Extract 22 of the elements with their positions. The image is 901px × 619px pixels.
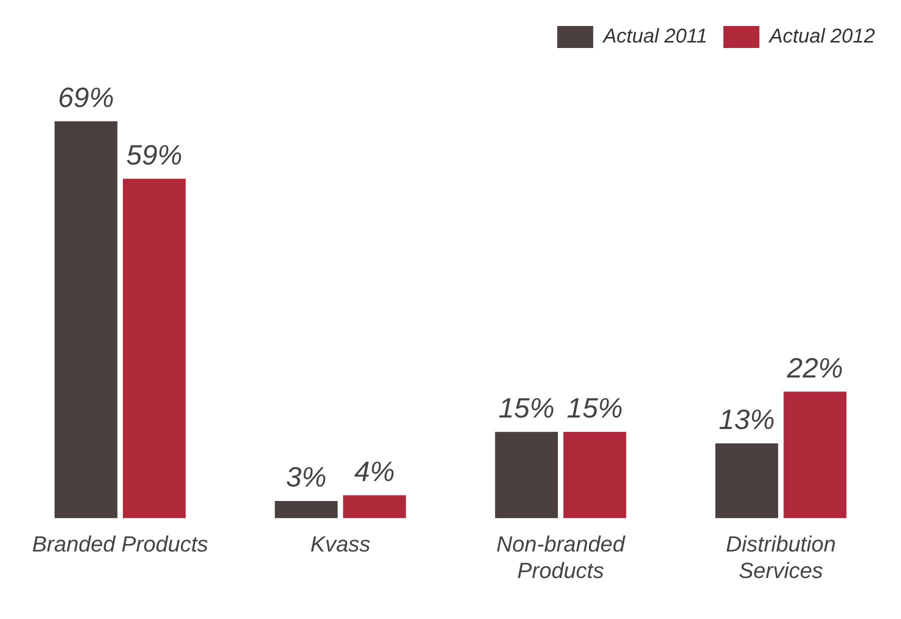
data-label: 15% — [566, 392, 623, 424]
data-label: 22% — [786, 352, 844, 384]
data-label: 69% — [58, 82, 114, 114]
bar — [495, 432, 558, 518]
x-tick-label: Branded Products — [32, 532, 208, 557]
x-tick-label: Non-branded Products — [496, 532, 626, 583]
bar — [122, 178, 186, 518]
data-label: 3% — [286, 462, 326, 493]
bar — [343, 495, 406, 518]
data-label: 13% — [718, 404, 775, 436]
bar — [563, 432, 626, 518]
x-tick-label: Distribution Services — [726, 532, 836, 583]
bar — [715, 443, 778, 518]
legend-label: Actual 2012 — [768, 26, 876, 48]
bar — [784, 392, 846, 518]
data-label: 15% — [498, 392, 555, 424]
bar — [54, 121, 118, 518]
legend-label: Actual 2011 — [602, 26, 708, 48]
data-label: 59% — [126, 140, 182, 171]
data-label: 4% — [354, 456, 395, 487]
x-tick-label: Kvass — [310, 532, 370, 557]
bar — [274, 500, 338, 518]
